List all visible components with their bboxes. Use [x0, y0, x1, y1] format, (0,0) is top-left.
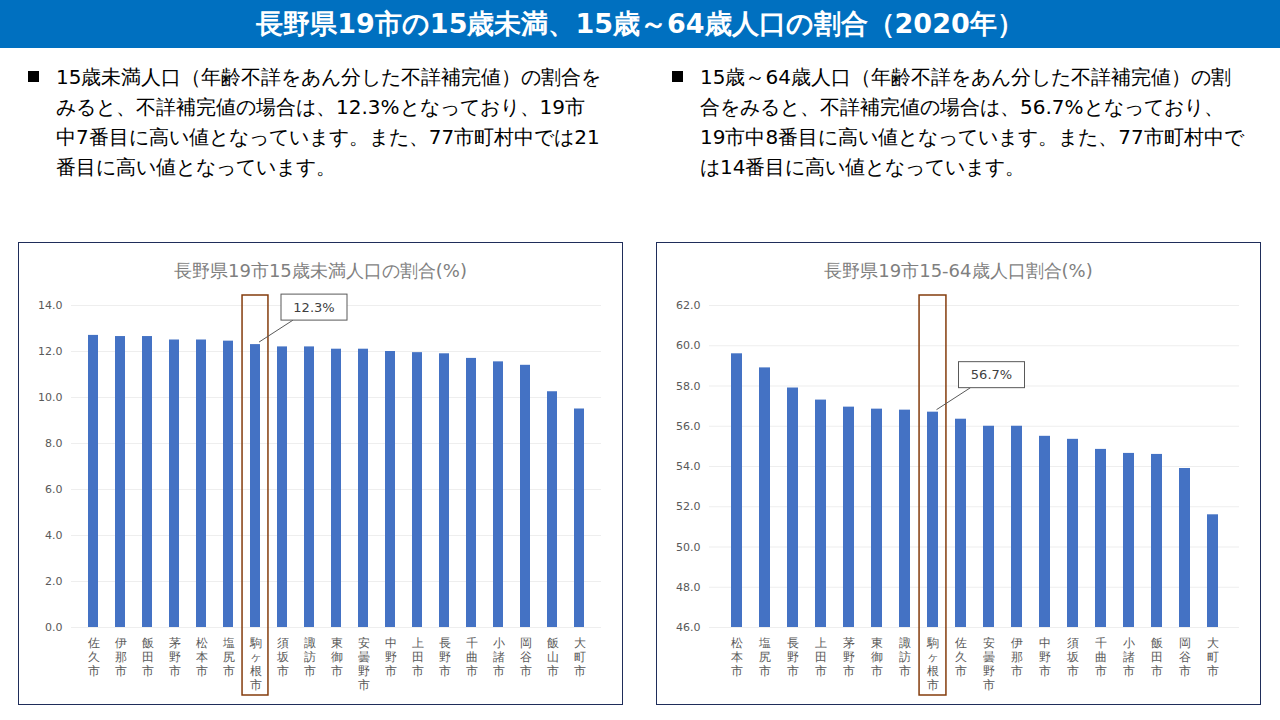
svg-text:上田市: 上田市	[412, 636, 424, 678]
svg-text:佐久市: 佐久市	[88, 636, 100, 678]
svg-text:52.0: 52.0	[676, 500, 701, 513]
html-text:15歳未満人口（年齢不詳をあん分した不詳補完値）の割合をみる: 15歳未満人口（年齢不詳をあん分した不詳補完値）の割合をみると、不詳補完値の場合…	[56, 65, 602, 179]
svg-text:大町市: 大町市	[1207, 636, 1219, 678]
svg-text:駒ヶ根市: 駒ヶ根市	[926, 636, 939, 691]
svg-text:58.0: 58.0	[676, 380, 701, 393]
svg-text:60.0: 60.0	[676, 339, 701, 352]
svg-text:50.0: 50.0	[676, 541, 701, 554]
svg-text:56.7%: 56.7%	[971, 367, 1012, 382]
svg-text:駒ヶ根市: 駒ヶ根市	[249, 636, 262, 691]
svg-text:8.0: 8.0	[45, 437, 63, 450]
svg-text:飯田市: 飯田市	[1151, 636, 1163, 678]
svg-text:茅野市: 茅野市	[843, 636, 855, 678]
svg-text:伊那市: 伊那市	[115, 636, 127, 678]
svg-text:2.0: 2.0	[45, 575, 63, 588]
svg-text:飯山市: 飯山市	[547, 636, 559, 678]
svg-text:岡谷市: 岡谷市	[520, 636, 532, 678]
svg-text:56.0: 56.0	[676, 420, 701, 433]
svg-text:東御市: 東御市	[871, 636, 883, 678]
html-text:長野県19市の15歳未満、15歳～64歳人口の割合（2020: 長野県19市の15歳未満、15歳～64歳人口の割合（2020年）	[256, 8, 1024, 39]
svg-text:大町市: 大町市	[574, 636, 586, 678]
svg-text:須坂市: 須坂市	[1066, 636, 1079, 678]
html-text:長野県19市15歳未満人口の割合(%): 長野県19市15歳未満人口の割合(%)	[174, 260, 467, 281]
svg-text:塩尻市: 塩尻市	[758, 636, 771, 678]
svg-text:千曲市: 千曲市	[466, 636, 478, 678]
svg-text:茅野市: 茅野市	[169, 636, 181, 678]
svg-text:12.3%: 12.3%	[293, 300, 334, 315]
svg-text:小諸市: 小諸市	[493, 636, 505, 678]
svg-text:佐久市: 佐久市	[955, 636, 967, 678]
svg-text:12.0: 12.0	[38, 345, 63, 358]
svg-text:飯田市: 飯田市	[142, 636, 154, 678]
svg-text:松本市: 松本市	[196, 636, 208, 678]
svg-text:安曇野市: 安曇野市	[983, 636, 995, 691]
svg-text:48.0: 48.0	[676, 581, 701, 594]
svg-text:須坂市: 須坂市	[276, 636, 289, 678]
svg-text:長野市: 長野市	[787, 636, 799, 678]
html-text:15歳～64歳人口（年齢不詳をあん分した不詳補完値）の割合を: 15歳～64歳人口（年齢不詳をあん分した不詳補完値）の割合をみると、不詳補完値の…	[700, 65, 1244, 179]
svg-text:諏訪市: 諏訪市	[304, 636, 316, 678]
svg-text:0.0: 0.0	[45, 621, 63, 634]
svg-text:14.0: 14.0	[38, 299, 63, 312]
svg-text:松本市: 松本市	[731, 636, 743, 678]
svg-text:10.0: 10.0	[38, 391, 63, 404]
svg-text:岡谷市: 岡谷市	[1179, 636, 1191, 678]
svg-text:54.0: 54.0	[676, 460, 701, 473]
svg-text:46.0: 46.0	[676, 621, 701, 634]
svg-text:伊那市: 伊那市	[1011, 636, 1023, 678]
svg-text:中野市: 中野市	[385, 636, 397, 678]
svg-text:中野市: 中野市	[1039, 636, 1051, 678]
svg-text:小諸市: 小諸市	[1123, 636, 1135, 678]
svg-text:諏訪市: 諏訪市	[899, 636, 911, 678]
svg-text:千曲市: 千曲市	[1095, 636, 1107, 678]
svg-text:上田市: 上田市	[815, 636, 827, 678]
svg-text:東御市: 東御市	[331, 636, 343, 678]
svg-text:長野市: 長野市	[439, 636, 451, 678]
svg-text:4.0: 4.0	[45, 529, 63, 542]
svg-text:62.0: 62.0	[676, 299, 701, 312]
svg-text:6.0: 6.0	[45, 483, 63, 496]
svg-text:塩尻市: 塩尻市	[222, 636, 235, 678]
svg-text:安曇野市: 安曇野市	[358, 636, 370, 691]
html-text:長野県19市15-64歳人口割合(%): 長野県19市15-64歳人口割合(%)	[824, 260, 1093, 281]
